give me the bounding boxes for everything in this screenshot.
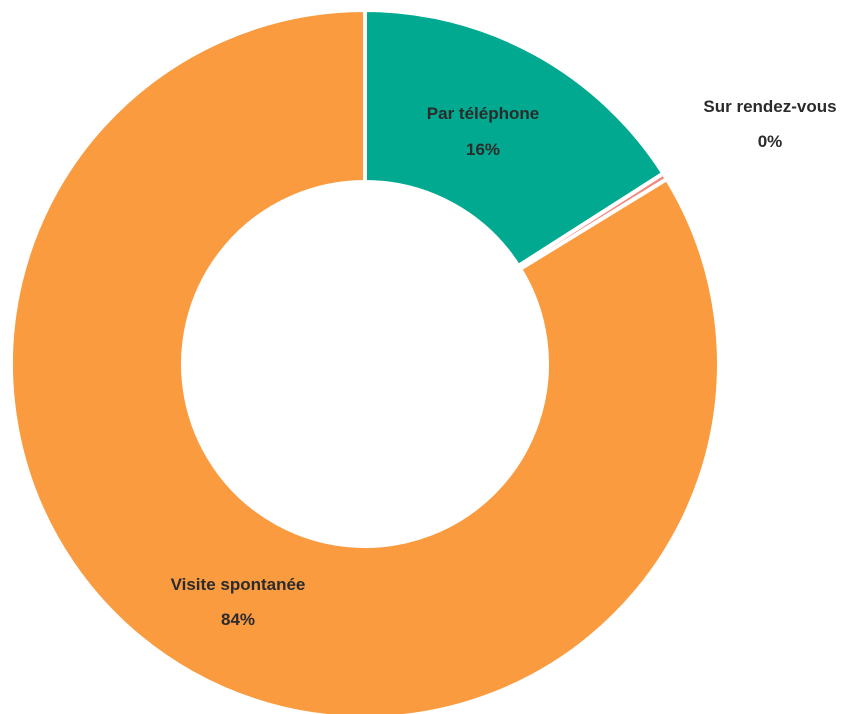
donut-slice-par-telephone [363,7,667,269]
value-label: 16% [466,140,500,159]
category-label: Visite spontanée [171,575,306,594]
donut-slices [9,7,721,714]
donut-slice-visite-spontanee [9,7,721,714]
slice-label-par-telephone: Par téléphone 16% [427,104,539,159]
value-label: 0% [758,132,783,151]
value-label: 84% [221,610,255,629]
category-label: Par téléphone [427,104,539,123]
slice-label-visite-spontanee: Visite spontanée 84% [171,575,306,629]
slice-label-sur-rendez-vous: Sur rendez-vous 0% [703,97,836,151]
category-label: Sur rendez-vous [703,97,836,116]
